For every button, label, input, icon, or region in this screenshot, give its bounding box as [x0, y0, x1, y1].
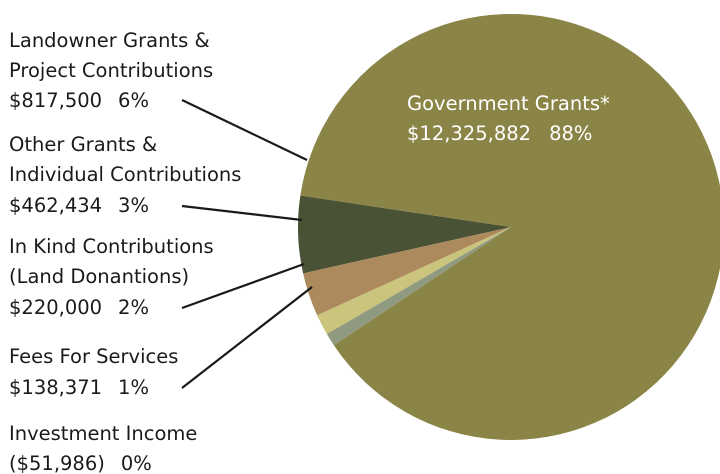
pie-slice-government-grants	[300, 14, 720, 440]
label-amount: $12,325,882	[407, 122, 531, 145]
label-percent: 0%	[121, 452, 152, 474]
slice-label-fees-for-services: Fees For Services	[9, 345, 178, 368]
slice-label-investment-income: Investment Income	[9, 422, 197, 445]
label-amount: $220,000	[9, 296, 102, 319]
slice-label-other-grants: Other Grants &	[9, 133, 157, 156]
label-amount: ($51,986)	[9, 452, 105, 474]
slice-label-in-kind-line2: (Land Donantions)	[9, 265, 189, 288]
slice-label-other-grants-line2: Individual Contributions	[9, 163, 241, 186]
leader-line	[181, 204, 303, 222]
pie-slices	[298, 14, 720, 440]
label-amount: $462,434	[9, 194, 102, 217]
pie-slice-in-kind-contributions	[317, 227, 511, 335]
slice-value-fees-for-services: $138,371 1%	[9, 376, 149, 399]
label-amount: $138,371	[9, 376, 102, 399]
slice-label-in-kind: In Kind Contributions	[9, 235, 214, 258]
label-amount: $817,500	[9, 89, 102, 112]
slice-value-in-kind: $220,000 2%	[9, 296, 149, 319]
slice-value-other-grants: $462,434 3%	[9, 194, 149, 217]
slice-label-landowner-grants-line2: Project Contributions	[9, 59, 213, 82]
slice-label-landowner-grants: Landowner Grants &	[9, 29, 210, 52]
label-percent: 1%	[118, 376, 149, 399]
slice-value-government-grants: $12,325,882 88%	[407, 122, 592, 145]
leader-line	[181, 286, 313, 389]
label-percent: 88%	[549, 122, 592, 145]
slice-value-investment-income: ($51,986) 0%	[9, 452, 152, 474]
label-percent: 6%	[118, 89, 149, 112]
label-percent: 3%	[118, 194, 149, 217]
leader-lines	[181, 99, 313, 389]
label-name-line: Government Grants*	[407, 92, 610, 115]
leader-line	[181, 262, 305, 310]
pie-slice-landowner-grants	[298, 195, 511, 274]
leader-line	[181, 99, 308, 161]
slice-value-landowner-grants: $817,500 6%	[9, 89, 149, 112]
pie-slice-fees-for-services	[326, 227, 511, 346]
label-percent: 2%	[118, 296, 149, 319]
pie-slice-other-grants	[303, 227, 511, 316]
slice-label-government-grants: Government Grants*	[407, 92, 610, 115]
